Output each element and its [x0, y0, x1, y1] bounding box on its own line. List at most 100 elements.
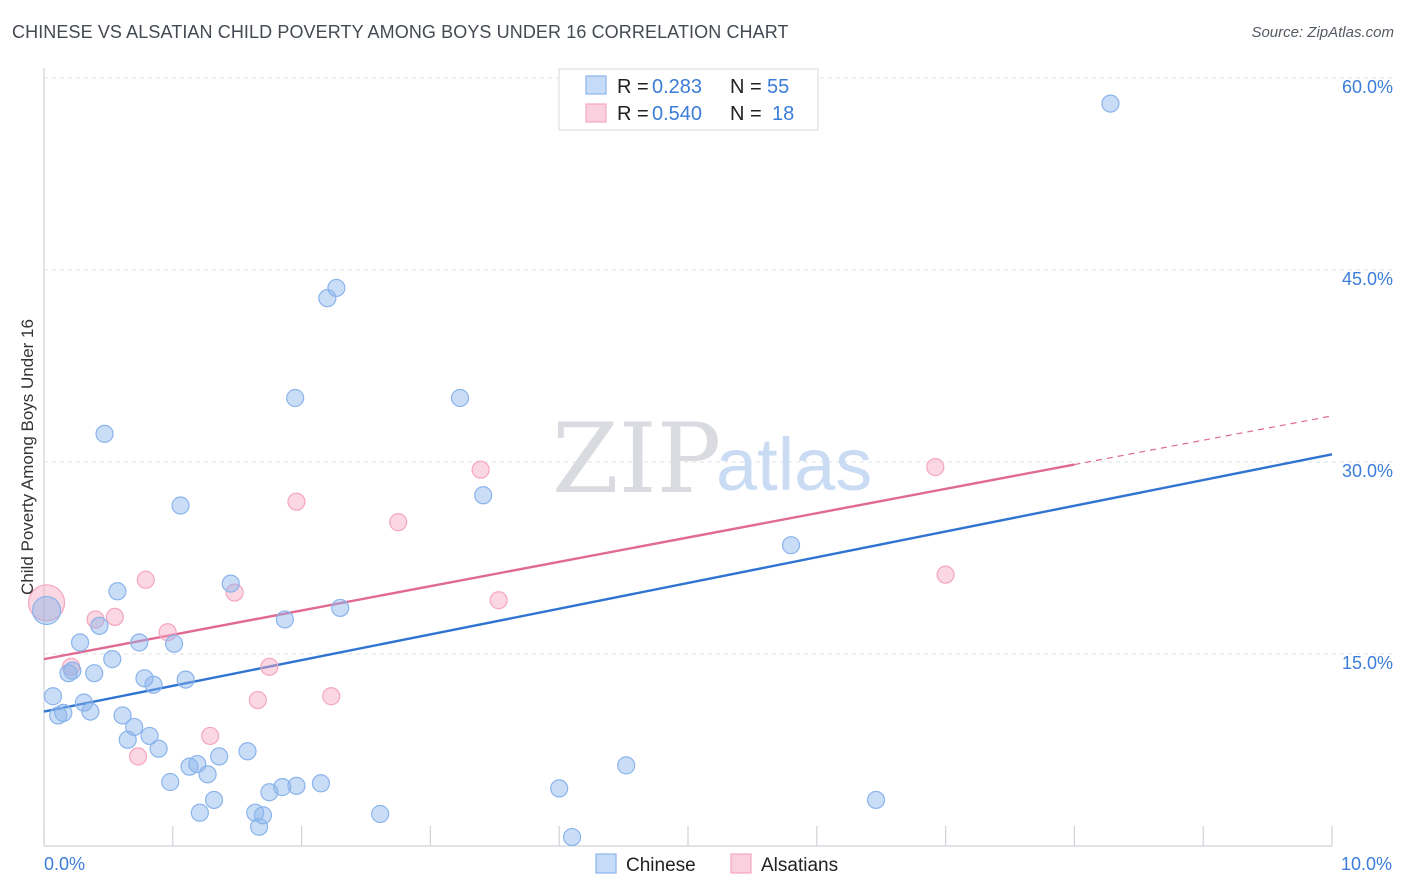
point-chinese [474, 486, 493, 505]
point-chinese [371, 804, 390, 824]
point-chinese [43, 687, 63, 706]
point-alsatians [105, 607, 124, 626]
point-alsatians [322, 687, 341, 706]
point-chinese [81, 702, 100, 721]
x-ticks [43, 826, 1333, 846]
point-chinese [327, 278, 346, 298]
legend-n-value-chinese: 55 [767, 76, 789, 98]
point-chinese [103, 650, 122, 669]
point-chinese [286, 388, 305, 408]
point-alsatians [248, 690, 267, 710]
point-chinese [204, 790, 224, 810]
point-alsatians [471, 460, 490, 479]
point-chinese [190, 803, 209, 822]
point-chinese [130, 633, 149, 652]
point-chinese [144, 675, 163, 694]
point-alsatians [128, 747, 148, 766]
bottom-legend-label-alsatians: Alsatians [761, 855, 838, 876]
point-alsatians [389, 513, 408, 532]
x-tick-label-min: 0.0% [44, 854, 85, 874]
y-tick-label: 45.0% [1342, 269, 1393, 289]
point-chinese [95, 424, 114, 443]
point-chinese [617, 756, 636, 775]
bottom-legend-swatch-chinese [595, 853, 617, 874]
watermark-zip: ZIP [552, 403, 721, 515]
legend-swatch-alsatians [585, 103, 607, 123]
point-chinese [198, 765, 217, 784]
point-chinese [85, 664, 104, 683]
legend-swatch-chinese [585, 75, 607, 95]
bottom-legend: Chinese Alsatians [595, 853, 838, 876]
point-chinese [164, 634, 184, 653]
legend-r-value-chinese: 0.283 [652, 76, 702, 98]
bottom-legend-swatch-alsatians [730, 853, 752, 874]
point-chinese [450, 388, 470, 408]
point-chinese [1101, 94, 1120, 113]
point-chinese [49, 706, 68, 725]
watermark-atlas: atlas [716, 423, 872, 506]
point-chinese [90, 616, 109, 635]
point-chinese [221, 574, 240, 593]
x-tick-label-max: 10.0% [1341, 854, 1392, 874]
point-chinese [210, 747, 229, 766]
y-tick-label: 15.0% [1342, 653, 1393, 673]
chart-title: CHINESE VS ALSATIAN CHILD POVERTY AMONG … [12, 22, 789, 42]
point-chinese [781, 536, 801, 555]
point-alsatians [136, 570, 155, 589]
legend-n-label-chinese: N = [730, 76, 762, 98]
trend-line-extension-alsatians [1074, 415, 1333, 466]
point-chinese [31, 595, 62, 626]
point-chinese [176, 670, 195, 689]
chart-source: Source: ZipAtlas.com [1251, 24, 1394, 41]
y-tick-label: 60.0% [1342, 77, 1393, 97]
point-chinese [70, 633, 90, 652]
bottom-legend-label-chinese: Chinese [626, 855, 696, 876]
point-chinese [249, 817, 269, 836]
point-chinese [311, 774, 331, 793]
point-chinese [161, 772, 180, 792]
point-alsatians [27, 584, 66, 622]
point-chinese [253, 806, 273, 825]
point-chinese [74, 693, 94, 712]
point-chinese [273, 778, 292, 797]
point-chinese [149, 739, 168, 758]
trend-lines [43, 415, 1333, 713]
trend-line-alsatians [43, 463, 1075, 661]
point-chinese [331, 598, 350, 618]
point-alsatians [489, 591, 508, 610]
y-tick-labels: 15.0% 30.0% 45.0% 60.0% [1342, 77, 1393, 673]
point-alsatians [158, 623, 177, 642]
point-chinese [550, 779, 569, 798]
point-alsatians [201, 726, 220, 746]
point-chinese [287, 776, 306, 795]
point-chinese [238, 742, 257, 761]
y-tick-label: 30.0% [1342, 461, 1393, 481]
point-chinese [113, 706, 132, 725]
point-chinese [54, 703, 73, 722]
point-chinese [866, 790, 886, 810]
legend-n-value-alsatians: 18 [772, 103, 794, 125]
point-chinese [140, 726, 159, 746]
point-chinese [108, 582, 127, 601]
point-chinese [171, 496, 190, 515]
point-chinese [125, 717, 144, 737]
point-alsatians [260, 657, 279, 676]
point-chinese [275, 610, 294, 629]
watermark: ZIP atlas [552, 403, 872, 515]
gridlines [44, 77, 1392, 655]
point-chinese [318, 289, 337, 308]
trend-line-chinese [43, 453, 1333, 713]
legend-n-label-alsatians: N = [730, 103, 762, 125]
y-axis-label: Child Poverty Among Boys Under 16 [18, 319, 37, 595]
data-points [27, 94, 1120, 847]
legend-r-label-alsatians: R = [617, 103, 649, 125]
point-alsatians [926, 458, 945, 477]
point-chinese [63, 661, 82, 680]
legend-r-label-chinese: R = [617, 76, 649, 98]
point-alsatians [287, 492, 306, 511]
legend: R = 0.283 N = 55 R = 0.540 N = 18 [558, 68, 819, 131]
point-alsatians [936, 565, 955, 584]
point-chinese [562, 827, 582, 847]
point-chinese [135, 669, 154, 688]
